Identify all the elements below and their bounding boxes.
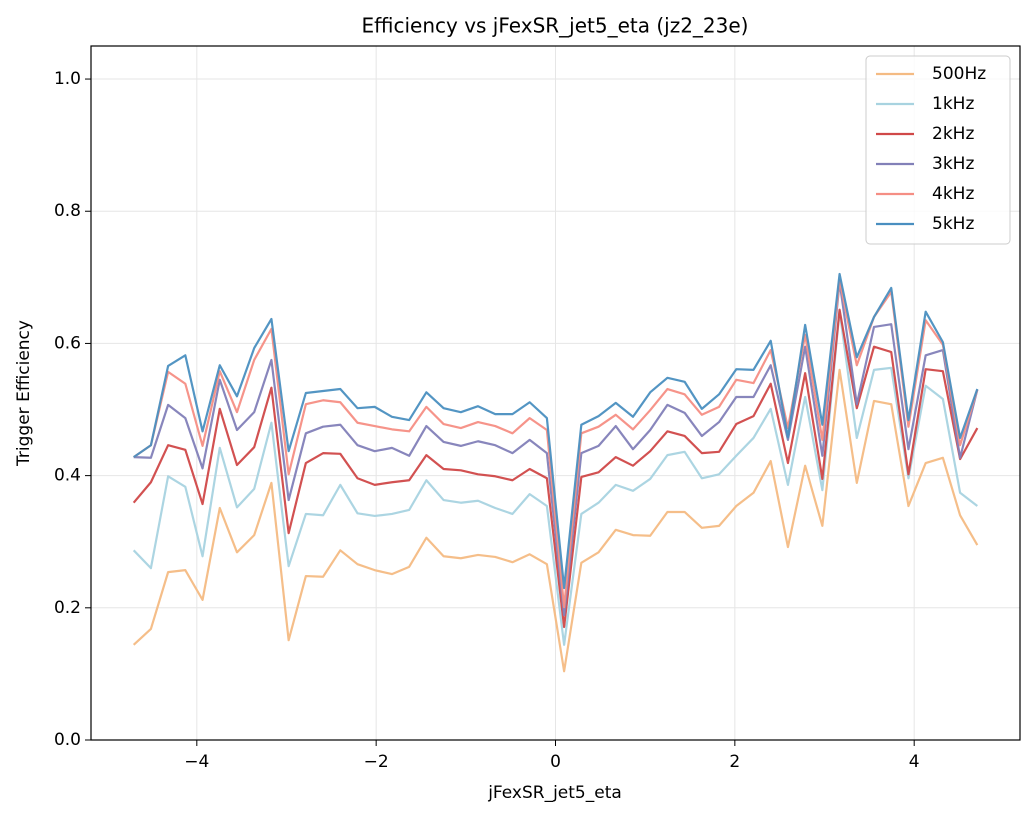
y-axis-label: Trigger Efficiency <box>14 320 34 467</box>
y-tick-label: 1.0 <box>54 69 81 89</box>
y-tick-label: 0.4 <box>54 466 81 486</box>
legend-label: 5kHz <box>932 214 974 234</box>
y-tick-label: 0.2 <box>54 598 81 618</box>
chart-title: Efficiency vs jFexSR_jet5_eta (jz2_23e) <box>362 14 749 38</box>
x-axis-label: jFexSR_jet5_eta <box>487 783 622 803</box>
legend-label: 2kHz <box>932 124 974 144</box>
x-tick-label: 0 <box>550 752 561 772</box>
x-tick-label: −4 <box>184 752 209 772</box>
legend-label: 1kHz <box>932 94 974 114</box>
series-line <box>132 368 979 673</box>
series-line <box>133 272 979 590</box>
y-tick-label: 0.6 <box>54 333 81 353</box>
plot-frame <box>90 45 1021 741</box>
legend-label: 3kHz <box>932 154 974 174</box>
y-tick-label: 0.0 <box>54 730 81 750</box>
y-tick-label: 0.8 <box>54 201 81 221</box>
x-tick-label: −2 <box>364 752 389 772</box>
x-tick-label: 2 <box>729 752 740 772</box>
legend-label: 500Hz <box>932 64 986 84</box>
x-tick-label: 4 <box>909 752 920 772</box>
series-line <box>132 308 979 629</box>
legend-label: 4kHz <box>932 184 974 204</box>
